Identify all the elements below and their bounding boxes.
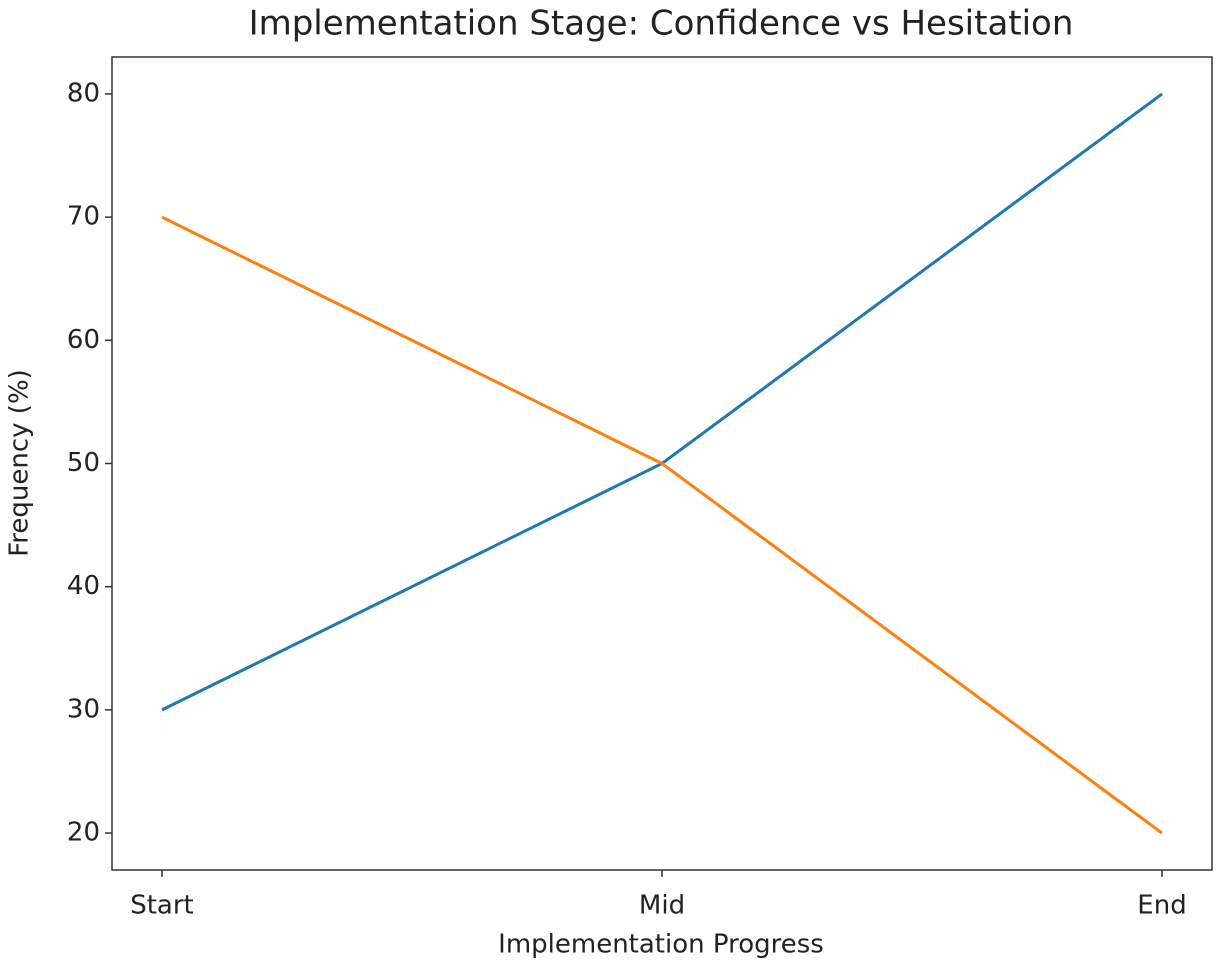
y-tick-label: 50 — [67, 448, 100, 478]
x-axis-label: Implementation Progress — [498, 930, 824, 960]
x-tick-label: Start — [130, 891, 194, 921]
y-tick-label: 80 — [67, 78, 100, 108]
x-tick-label: Mid — [639, 891, 685, 921]
y-tick-label: 40 — [67, 571, 100, 601]
x-tick-label: End — [1137, 891, 1186, 921]
chart-title: Implementation Stage: Confidence vs Hesi… — [249, 4, 1074, 44]
y-tick-label: 70 — [67, 202, 100, 232]
y-tick-label: 20 — [67, 818, 100, 848]
y-tick-label: 30 — [67, 694, 100, 724]
y-tick-label: 60 — [67, 325, 100, 355]
y-axis-label: Frequency (%) — [5, 369, 35, 557]
series-line — [161, 215, 1163, 835]
series-line — [161, 92, 1163, 712]
